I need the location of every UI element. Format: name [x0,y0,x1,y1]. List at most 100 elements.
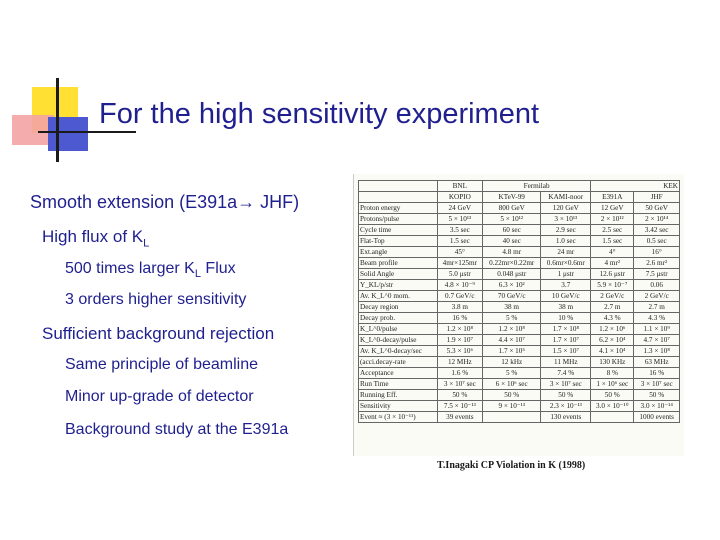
table-row: Run Time 3 × 10⁷ sec 6 × 10⁶ sec 3 × 10⁷ se… [358,378,680,390]
table-cell: 1.1 × 10⁹ [633,323,680,335]
column-header: JHF [633,191,680,203]
table-cell: 4.3 % [590,312,635,324]
table-row: Flat-Top 1.5 sec 40 sec 1.0 sec 1.5 sec 0.5 s… [358,235,680,247]
row-label: K_L^0/pulse [358,323,438,335]
table-cell: 1.2 × 10⁸ [436,323,484,335]
row-label: Beam profile [358,257,438,269]
table-cell: 1 × 10⁶ sec [590,378,635,390]
subscript: L [143,237,150,250]
bullet-high-flux: High flux of KL [42,227,149,249]
decor-square-blue [48,117,88,151]
column-header: KAMI-noor [540,191,592,203]
table-cell: 1.5 × 10⁷ [540,345,592,357]
table-cell: 16° [633,246,680,258]
row-label: Protons/pulse [358,213,438,225]
lab-header: Fermilab [481,180,592,192]
bullet-text: High flux of K [42,227,144,246]
table-cell [590,411,635,423]
row-label: Decay region [358,301,438,313]
row-label: Cycle time [358,224,438,236]
table-cell: 3.8 m [436,301,484,313]
table-cell: 4.7 × 10⁷ [633,334,680,346]
table-cell: 1.5 sec [436,235,484,247]
decor-line-horizontal [38,131,136,133]
row-label: Flat-Top [358,235,438,247]
table-cell: 130 events [540,411,592,423]
bullet-500-times: 500 times larger KL Flux [65,260,236,280]
table-corner [358,191,438,203]
row-label: Solid Angle [358,268,438,280]
table-cell: 2 × 10¹² [590,213,635,225]
row-label: (acci.decay-rate [358,356,438,368]
row-label: Av. K_L^0-decay/sec [358,345,438,357]
table-cell: 8 % [590,367,635,379]
table-cell: 2.9 sec [540,224,592,236]
table-cell: 2 × 10¹⁴ [633,213,680,225]
table-row: Acceptance 1.6 % 5 % 7.4 % 8 % 16 % [358,367,680,379]
table-cell: 4 mr² [590,257,635,269]
table-row: Av. K_L^0-decay/sec 5.3 × 10⁶ 1.7 × 10⁵ 1.5… [358,345,680,357]
table-cell: 1.6 % [436,367,484,379]
row-label: Sensitivity [358,400,438,412]
table-cell: 38 m [540,301,592,313]
table-cell: 12 MHz [436,356,484,368]
table-cell: 10 % [540,312,592,324]
table-cell: 2 GeV/c [590,290,635,302]
table-row: Beam profile 4mr×125mr 0.22mr×0.22mr 0.6mr×… [358,257,680,269]
bullet-text-tail: Flux [200,260,236,277]
table-row: Solid Angle 5.0 μstr 0.048 μstr 1 μstr 12.6 … [358,268,680,280]
row-label: Ext.angle [358,246,438,258]
table-cell: 2.7 m [633,301,680,313]
table-cell: 10 GeV/c [540,290,592,302]
table-cell: 16 % [436,312,484,324]
table-cell: 5 % [481,312,542,324]
bullet-background-rejection: Sufficient background rejection [42,324,275,343]
table-cell: 11 MHz [540,356,592,368]
table-cell: 5.0 μstr [436,268,484,280]
table-cell: 800 GeV [481,202,542,214]
table-cell: 45° [436,246,484,258]
table-cell: 1 μstr [540,268,592,280]
comparison-table: BNL Fermilab KEK KOPIO KTeV-99 KAMI-noor… [358,180,680,423]
column-header: E391A [590,191,635,203]
table-cell: 38 m [481,301,542,313]
table-cell: 1.0 sec [540,235,592,247]
citation: T.Inagaki CP Violation in K (1998) [437,460,586,471]
table-cell: 9 × 10⁻¹³ [481,400,542,412]
bullet-minor-upgrade: Minor up-grade of detector [65,388,254,405]
table-row: Decay prob. 16 % 5 % 10 % 4.3 % 4.3 % [358,312,680,324]
arrow-right-icon: → [237,192,256,212]
table-cell: 4mr×125mr [436,257,484,269]
table-cell: 1.7 × 10⁸ [540,323,592,335]
table-cell: 5.3 × 10⁶ [436,345,484,357]
table-cell: 1.2 × 10⁸ [481,323,542,335]
row-label: Acceptance [358,367,438,379]
table-cell: 60 sec [481,224,542,236]
table-cell: 4.1 × 10⁴ [590,345,635,357]
table-cell: 63 MHz [633,356,680,368]
table-cell: 2.6 mr² [633,257,680,269]
table-cell: 0.5 sec [633,235,680,247]
table-cell: 16 % [633,367,680,379]
table-cell: 3 × 10¹³ [540,213,592,225]
row-label: Av. K_L^0 mom. [358,290,438,302]
comparison-table-image: BNL Fermilab KEK KOPIO KTeV-99 KAMI-noor… [353,174,684,456]
subscript: L [194,268,201,281]
table-cell: 6 × 10⁶ sec [481,378,542,390]
bullet-text: 500 times larger K [65,260,195,277]
table-cell: 50 % [590,389,635,401]
table-cell: 12 GeV [590,202,635,214]
table-cell: 24 mr [540,246,592,258]
bullet-text: Smooth extension (E391a [30,192,238,212]
table-cell: 7.4 % [540,367,592,379]
table-cell: 40 sec [481,235,542,247]
table-cell: 7.5 μstr [633,268,680,280]
table-corner [358,180,438,192]
slide-title: For the high sensitivity experiment [99,98,540,130]
table-cell: 4.8 mr [481,246,542,258]
table-cell: 39 events [436,411,484,423]
table-cell: 50 % [633,389,680,401]
table-row: K_L^0-decay/pulse 1.9 × 10⁷ 4.4 × 10⁷ 1.7 ×… [358,334,680,346]
table-cell: 130 KHz [590,356,635,368]
table-row: Protons/pulse 5 × 10¹³ 5 × 10¹² 3 × 10¹³ 2 ×… [358,213,680,225]
